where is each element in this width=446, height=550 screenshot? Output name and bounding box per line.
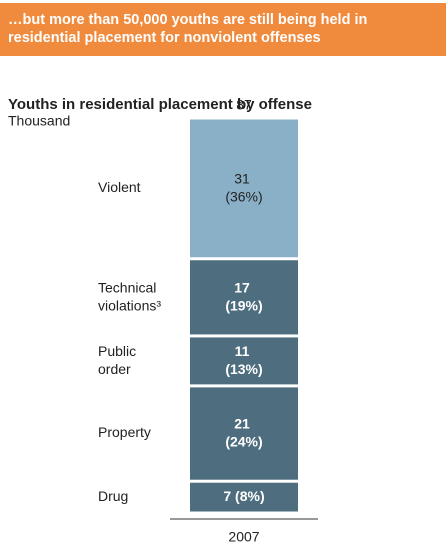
chart-title: Youths in residential placement by offen… bbox=[8, 96, 312, 113]
total-label: 87 bbox=[236, 97, 252, 113]
header: …but more than 50,000 youths are still b… bbox=[8, 12, 371, 46]
value-label: 7 (8%) bbox=[223, 488, 264, 504]
legend-label: Public order bbox=[98, 343, 140, 377]
value-label: 21 (24%) bbox=[225, 415, 262, 449]
value-label: 11 (13%) bbox=[225, 343, 262, 377]
bar-segment bbox=[190, 260, 298, 335]
value-label: 17 (19%) bbox=[225, 279, 262, 313]
header-banner bbox=[0, 3, 446, 56]
legend-label: Violent bbox=[98, 179, 141, 195]
value-label: 31 (36%) bbox=[225, 170, 262, 204]
bar-segment bbox=[190, 387, 298, 480]
x-tick-label: 2007 bbox=[228, 529, 259, 545]
legend-label: Drug bbox=[98, 488, 128, 504]
bar-segment bbox=[190, 482, 298, 512]
legend-label: Technical violations³ bbox=[98, 279, 161, 313]
unit: Thousand bbox=[8, 113, 70, 129]
bar-segment bbox=[190, 337, 298, 385]
legend-label: Property bbox=[98, 424, 151, 440]
bar-segment bbox=[190, 119, 298, 258]
